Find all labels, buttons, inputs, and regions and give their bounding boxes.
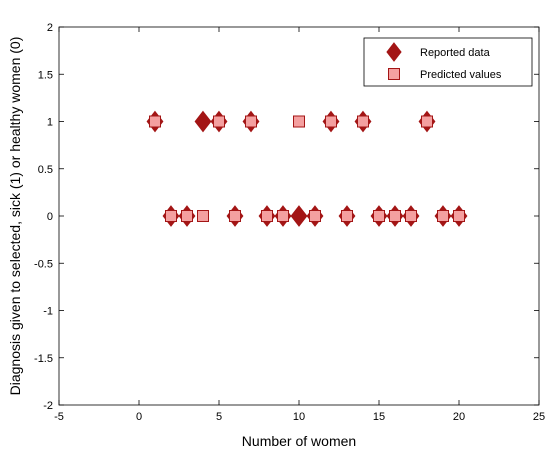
predicted-value-point [165,210,177,222]
predicted-value-point [197,210,209,222]
legend-label-reported: Reported data [420,47,491,59]
predicted-value-point [389,210,401,222]
y-tick-label: 2 [47,22,53,34]
y-axis: -2 -1.5 -1 -0.5 0 0.5 1 1.5 2 [34,22,539,412]
predicted-value-point [213,115,225,128]
y-tick-label: 1.5 [38,69,53,81]
legend: Reported data Predicted values [363,37,533,87]
predicted-value-point [245,115,257,128]
predicted-value-point [405,210,417,222]
y-tick-label: 0.5 [38,164,53,176]
predicted-value-point [229,210,241,222]
y-tick-label: -1 [43,306,53,318]
x-axis: -5 0 5 10 15 20 25 [54,27,545,423]
legend-marker-predicted [388,68,400,80]
predicted-value-point [437,210,449,222]
x-tick-label: 25 [533,411,545,423]
y-tick-label: -0.5 [34,258,53,270]
predicted-value-point [261,210,273,222]
x-tick-label: 10 [293,411,305,423]
reported-data-point [290,205,308,227]
x-tick-label: -5 [54,411,64,423]
predicted-value-point [149,115,161,128]
predicted-value-point [421,115,433,128]
x-tick-label: 20 [453,411,465,423]
data-points [146,110,468,227]
x-tick-label: 5 [216,411,222,423]
predicted-value-point [357,115,369,128]
predicted-value-point [277,210,289,222]
y-tick-label: -1.5 [34,353,53,365]
y-tick-label: 0 [47,211,53,223]
predicted-value-point [293,115,305,128]
x-axis-title: Number of women [242,433,356,449]
legend-marker-reported [386,42,402,62]
predicted-value-point [453,210,465,222]
reported-data-point [194,110,212,133]
y-tick-label: -2 [43,400,53,412]
y-tick-label: 1 [47,117,53,129]
y-axis-title: Diagnosis given to selected, sick (1) or… [7,37,23,396]
x-tick-label: 15 [373,411,385,423]
legend-label-predicted: Predicted values [420,69,502,81]
predicted-value-point [373,210,385,222]
predicted-value-point [341,210,353,222]
predicted-value-point [181,210,193,222]
predicted-value-point [325,115,337,128]
x-tick-label: 0 [136,411,142,423]
predicted-value-point [309,210,321,222]
